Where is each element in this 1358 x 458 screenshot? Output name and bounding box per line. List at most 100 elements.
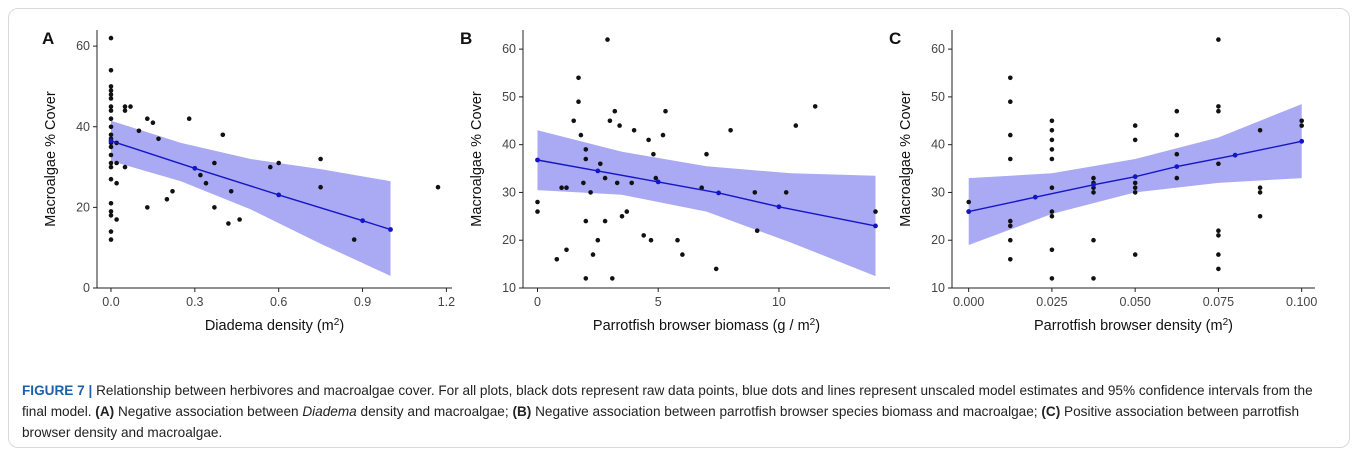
raw-point-c-30: [1132, 190, 1138, 195]
y-tick-label-b-1: 20: [502, 233, 516, 247]
model-point-b-0: [535, 157, 540, 163]
raw-point-a-32: [145, 116, 150, 121]
x-axis-title-text-c: Parrotfish browser density (m: [1034, 318, 1223, 334]
raw-point-b-37: [663, 108, 668, 114]
raw-point-a-3: [108, 88, 114, 93]
raw-point-a-22: [108, 237, 114, 242]
raw-point-c-24: [1091, 237, 1096, 243]
model-point-a-4: [388, 227, 393, 232]
caption-label: FIGURE 7 |: [22, 383, 93, 398]
raw-point-a-51: [351, 237, 357, 242]
raw-point-a-34: [150, 120, 156, 125]
x-axis-title-a: Diadema density (m2): [205, 317, 344, 335]
raw-point-a-49: [318, 156, 323, 162]
raw-point-c-34: [1174, 151, 1180, 157]
raw-point-c-14: [1049, 156, 1055, 162]
model-point-b-4: [776, 204, 782, 210]
raw-point-b-8: [576, 99, 581, 104]
x-axis-title-end-c: ): [1228, 318, 1233, 334]
x-axis-title-b: Parrotfish browser biomass (g / m2): [593, 317, 820, 335]
y-tick-label-b-3: 40: [502, 138, 516, 152]
y-tick-label-b-4: 50: [502, 90, 516, 104]
x-tick-label-c-2: 0.050: [1120, 295, 1151, 309]
raw-point-b-11: [583, 147, 589, 152]
raw-point-b-27: [619, 214, 625, 219]
raw-point-c-11: [1049, 128, 1055, 133]
raw-point-a-29: [122, 164, 128, 170]
raw-point-b-6: [571, 118, 576, 124]
raw-point-b-35: [653, 175, 659, 181]
x-axis-title-text-a: Diadema density (m: [205, 318, 334, 334]
x-tick-label-a-0: 0.0: [102, 295, 119, 309]
caption-part-a-italic: Diadema: [302, 404, 357, 419]
raw-point-c-26: [1132, 123, 1138, 128]
raw-point-c-9: [1008, 257, 1013, 262]
raw-point-b-2: [554, 257, 560, 262]
raw-point-a-31: [136, 128, 142, 134]
raw-point-c-8: [1008, 237, 1013, 243]
raw-point-a-21: [108, 229, 114, 234]
y-tick-label-c-2: 30: [931, 185, 945, 199]
raw-point-a-18: [108, 201, 114, 206]
raw-point-a-37: [170, 189, 175, 194]
raw-point-c-47: [1257, 214, 1263, 219]
raw-point-c-36: [1216, 37, 1221, 42]
raw-point-c-33: [1174, 132, 1180, 138]
raw-point-b-23: [610, 276, 615, 281]
raw-point-b-25: [614, 180, 620, 186]
caption-part-a-post: density and macroalgae;: [360, 404, 509, 419]
raw-point-b-22: [607, 118, 613, 124]
raw-point-c-45: [1257, 185, 1263, 190]
x-axis-title-sup-c: 2: [1223, 317, 1229, 328]
raw-point-c-3: [1008, 99, 1013, 104]
raw-point-a-45: [228, 189, 234, 194]
raw-point-c-23: [1091, 190, 1096, 195]
model-point-b-3: [716, 190, 721, 196]
raw-point-c-43: [1216, 266, 1221, 272]
model-point-c-2: [1091, 182, 1096, 188]
raw-point-c-25: [1091, 276, 1096, 281]
raw-point-c-39: [1216, 161, 1221, 167]
raw-point-c-40: [1216, 228, 1221, 233]
raw-point-c-12: [1049, 137, 1055, 143]
x-tick-label-a-2: 0.6: [270, 295, 287, 309]
raw-point-b-1: [535, 209, 540, 214]
raw-point-a-7: [108, 108, 114, 113]
raw-point-b-34: [651, 151, 656, 157]
raw-point-c-20: [1091, 175, 1096, 181]
figure-frame: [8, 8, 1350, 448]
x-tick-label-b-1: 5: [655, 295, 662, 309]
raw-point-b-33: [648, 237, 654, 243]
raw-point-a-17: [108, 176, 114, 182]
raw-point-b-42: [713, 266, 719, 272]
raw-point-b-36: [660, 132, 666, 138]
raw-point-a-30: [128, 104, 133, 109]
x-axis-title-c: Parrotfish browser density (m2): [1034, 317, 1233, 335]
raw-point-b-4: [564, 185, 569, 190]
raw-point-b-44: [752, 190, 758, 195]
model-point-c-0: [966, 209, 972, 215]
raw-point-a-26: [114, 217, 119, 222]
model-line-b: [537, 159, 876, 227]
y-axis-title-b: Macroalgae % Cover: [469, 91, 485, 227]
x-axis-title-text-b: Parrotfish browser biomass (g / m: [593, 318, 810, 334]
y-tick-label-a-0: 0: [83, 281, 90, 295]
raw-point-a-50: [318, 184, 323, 190]
raw-point-a-41: [212, 160, 217, 166]
panel-a: 0.0 0.3 0.6 0.9 1.2 0 20 40 60 Diadema density (m…: [42, 29, 455, 334]
raw-point-c-5: [1008, 156, 1013, 162]
raw-point-b-49: [873, 209, 878, 214]
raw-point-c-28: [1132, 180, 1138, 186]
raw-point-b-32: [646, 137, 651, 143]
raw-point-b-46: [783, 190, 789, 195]
raw-point-b-9: [578, 132, 584, 138]
raw-point-a-9: [108, 124, 114, 130]
model-point-c-6: [1299, 138, 1305, 144]
raw-point-a-25: [114, 180, 119, 186]
raw-point-c-18: [1049, 247, 1055, 253]
raw-point-a-20: [108, 213, 114, 218]
y-tick-label-a-2: 40: [76, 120, 90, 134]
raw-point-c-6: [1008, 218, 1013, 224]
raw-point-b-20: [602, 175, 608, 181]
raw-point-a-15: [108, 160, 114, 166]
